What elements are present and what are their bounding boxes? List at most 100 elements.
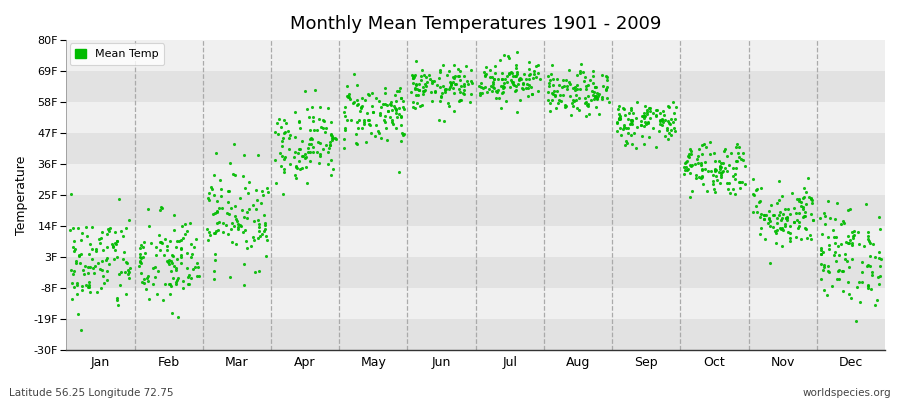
Point <box>529 62 544 69</box>
Point <box>374 110 388 117</box>
Point <box>88 263 103 269</box>
Point <box>780 229 795 235</box>
Point <box>140 273 155 280</box>
Point <box>415 66 429 73</box>
Point <box>337 136 351 142</box>
Point <box>188 264 202 270</box>
Point <box>620 124 634 131</box>
Point <box>522 71 536 77</box>
Point <box>591 92 606 99</box>
Point <box>680 166 695 172</box>
Point <box>478 72 492 79</box>
Point <box>383 99 398 106</box>
Point <box>845 256 859 262</box>
Point <box>443 79 457 86</box>
Bar <box>67 257 885 288</box>
Point <box>207 172 221 178</box>
Point <box>524 84 538 90</box>
Point <box>438 89 453 95</box>
Point <box>292 118 306 124</box>
Point <box>772 211 787 218</box>
Point <box>861 238 876 244</box>
Point <box>831 243 845 250</box>
Point <box>761 215 776 221</box>
Point <box>461 81 475 87</box>
Point <box>351 125 365 131</box>
Point <box>509 87 524 93</box>
Point <box>380 102 394 108</box>
Point <box>89 246 104 252</box>
Point <box>783 210 797 217</box>
Point <box>281 128 295 135</box>
Point <box>201 194 215 201</box>
Point <box>380 137 394 143</box>
Point <box>710 176 724 183</box>
Point <box>208 210 222 216</box>
Point <box>220 222 234 228</box>
Point <box>322 145 337 152</box>
Point <box>636 115 651 121</box>
Point <box>436 83 450 90</box>
Point <box>797 212 812 219</box>
Point <box>824 215 838 222</box>
Point <box>636 140 651 147</box>
Point <box>448 81 463 88</box>
Point <box>513 75 527 82</box>
Point <box>668 128 682 135</box>
Point <box>636 123 651 130</box>
Point <box>783 230 797 236</box>
Point <box>522 65 536 72</box>
Point <box>778 221 792 228</box>
Point <box>473 84 488 90</box>
Point <box>776 226 790 233</box>
Point <box>121 266 135 273</box>
Point <box>259 236 274 243</box>
Point <box>351 101 365 107</box>
Point <box>559 102 573 109</box>
Point <box>706 181 721 188</box>
Point <box>588 83 602 90</box>
Point <box>572 70 587 76</box>
Point <box>817 213 832 219</box>
Point <box>409 82 423 88</box>
Point <box>252 224 266 230</box>
Point <box>289 164 303 170</box>
Point <box>662 104 676 110</box>
Point <box>378 119 392 126</box>
Text: Latitude 56.25 Longitude 72.75: Latitude 56.25 Longitude 72.75 <box>9 388 174 398</box>
Point <box>666 98 680 105</box>
Point <box>508 62 523 68</box>
Point <box>562 81 577 87</box>
Point <box>543 108 557 114</box>
Point <box>872 254 886 261</box>
Point <box>655 117 670 124</box>
Point <box>106 256 121 262</box>
Point <box>779 214 794 220</box>
Point <box>815 266 830 273</box>
Point <box>237 229 251 235</box>
Point <box>551 100 565 106</box>
Point <box>300 180 314 186</box>
Point <box>817 262 832 268</box>
Point <box>163 281 177 287</box>
Point <box>439 72 454 78</box>
Point <box>601 99 616 105</box>
Point <box>236 173 250 180</box>
Point <box>609 128 624 134</box>
Point <box>563 112 578 118</box>
Point <box>311 116 326 122</box>
Point <box>454 97 468 103</box>
Point <box>131 262 146 269</box>
Point <box>381 107 395 114</box>
Point <box>770 220 784 226</box>
Point <box>368 133 382 140</box>
Point <box>415 101 429 108</box>
Point <box>295 152 310 159</box>
Point <box>168 265 183 272</box>
Point <box>871 274 886 280</box>
Point <box>314 124 328 131</box>
Point <box>648 107 662 114</box>
Point <box>453 89 467 96</box>
Point <box>64 190 78 197</box>
Point <box>433 67 447 74</box>
